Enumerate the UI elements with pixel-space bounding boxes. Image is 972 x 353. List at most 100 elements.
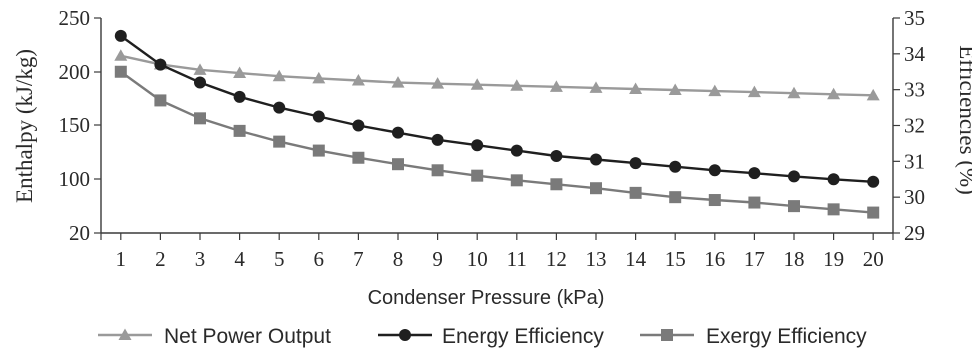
data-point-square — [748, 196, 761, 209]
data-point-circle — [748, 167, 761, 180]
x-tick-label: 18 — [784, 247, 805, 271]
series-circle — [114, 29, 880, 188]
data-point-square — [154, 94, 167, 107]
data-point-circle — [352, 119, 365, 132]
x-tick-label: 9 — [432, 247, 443, 271]
y-right-tick-label: 29 — [904, 221, 925, 245]
data-point-square — [312, 144, 325, 157]
x-tick-label: 10 — [467, 247, 488, 271]
x-tick-label: 16 — [704, 247, 725, 271]
x-tick-label: 11 — [507, 247, 527, 271]
data-point-square — [114, 65, 127, 78]
data-point-circle — [708, 164, 721, 177]
data-point-circle — [867, 175, 880, 188]
data-point-square — [708, 194, 721, 207]
y-right-tick-label: 35 — [904, 6, 925, 30]
data-point-square — [510, 174, 523, 187]
x-tick-label: 1 — [116, 247, 127, 271]
y-right-tick-label: 34 — [904, 42, 926, 66]
legend-item: Exergy Efficiency — [640, 325, 867, 348]
x-tick-label: 2 — [155, 247, 166, 271]
series-square — [114, 65, 880, 219]
x-tick-label: 20 — [863, 247, 884, 271]
y-left-tick-label: 200 — [59, 60, 91, 84]
x-tick-label: 14 — [625, 247, 647, 271]
legend-item: Net Power Output — [98, 325, 331, 348]
y-axis-left-title: Enthalpy (kJ/kg) — [12, 49, 37, 203]
legend-item: Energy Efficiency — [378, 325, 604, 348]
data-point-square — [392, 158, 404, 171]
data-point-circle — [669, 160, 682, 173]
x-axis-title: Condenser Pressure (kPa) — [368, 287, 605, 309]
x-tick-label: 7 — [353, 247, 364, 271]
data-point-circle — [510, 144, 523, 157]
x-tick-label: 17 — [744, 247, 765, 271]
y-right-tick-label: 31 — [904, 149, 925, 173]
data-point-square — [661, 329, 673, 341]
data-point-triangle — [272, 69, 286, 82]
series-layer — [114, 29, 880, 219]
x-tick-label: 5 — [274, 247, 285, 271]
data-point-circle — [550, 149, 563, 162]
data-point-triangle — [747, 85, 761, 98]
data-point-triangle — [391, 76, 405, 88]
data-point-circle — [629, 157, 642, 170]
data-point-circle — [194, 76, 206, 89]
legend: Net Power Output Energy Efficiency Exergy … — [98, 325, 867, 348]
data-point-circle — [471, 139, 484, 152]
data-point-circle — [590, 153, 602, 166]
data-point-square — [233, 124, 246, 137]
x-tick-label: 19 — [823, 247, 844, 271]
data-point-triangle — [233, 66, 247, 79]
data-point-triangle — [668, 83, 682, 96]
data-point-triangle — [827, 87, 841, 100]
data-point-triangle — [510, 79, 524, 91]
y-right-tick-label: 32 — [904, 114, 925, 138]
data-point-triangle — [787, 86, 801, 99]
y-left-tick-label: 100 — [59, 167, 91, 191]
data-point-square — [471, 169, 484, 182]
y-right-tick-label: 33 — [904, 78, 925, 102]
data-point-triangle — [114, 49, 128, 61]
y-left-tick-label: 150 — [59, 113, 91, 137]
data-point-square — [629, 186, 642, 199]
x-tick-label: 4 — [234, 247, 245, 271]
data-point-triangle — [589, 81, 603, 93]
data-point-circle — [154, 58, 167, 71]
legend-label: Net Power Output — [164, 325, 331, 348]
series-line — [120, 54, 874, 97]
data-point-triangle — [118, 328, 132, 340]
data-point-triangle — [708, 84, 722, 97]
data-point-triangle — [312, 71, 326, 84]
x-tick-label: 8 — [393, 247, 404, 271]
data-point-triangle — [431, 77, 445, 89]
data-point-square — [550, 178, 563, 191]
data-point-circle — [114, 29, 127, 42]
series-line — [120, 34, 874, 183]
data-point-circle — [827, 173, 840, 186]
data-point-triangle — [866, 88, 880, 101]
x-tick-label: 6 — [314, 247, 325, 271]
data-point-circle — [392, 126, 404, 139]
data-point-circle — [399, 329, 411, 341]
data-point-square — [827, 203, 840, 216]
y-axis-right-title: Efficiencies (%) — [955, 45, 972, 195]
data-point-triangle — [470, 78, 484, 90]
data-point-triangle — [351, 73, 365, 86]
data-point-square — [273, 135, 286, 148]
x-tick-label: 15 — [665, 247, 686, 271]
data-point-square — [352, 151, 365, 164]
y-left-tick-label: 250 — [59, 6, 91, 30]
data-point-square — [669, 191, 682, 204]
y-left-tick-label: 20 — [69, 221, 90, 245]
data-point-circle — [312, 110, 325, 123]
data-point-square — [590, 182, 602, 195]
data-point-square — [431, 164, 444, 177]
data-point-square — [194, 112, 206, 125]
data-point-square — [867, 206, 880, 219]
series-triangle — [114, 49, 880, 101]
x-tick-label: 12 — [546, 247, 567, 271]
data-point-circle — [431, 133, 444, 146]
